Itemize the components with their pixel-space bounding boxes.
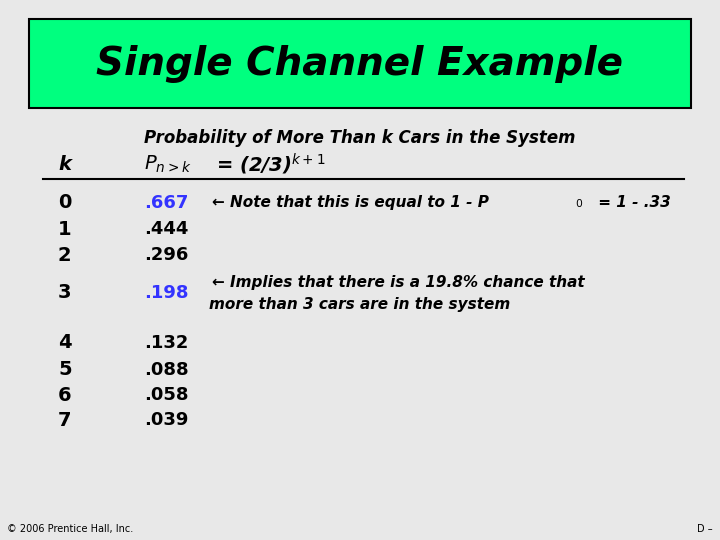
Text: 1: 1 <box>58 220 71 239</box>
Text: .198: .198 <box>144 284 189 302</box>
Text: .667: .667 <box>144 193 189 212</box>
Text: 5: 5 <box>58 360 71 380</box>
Text: 2: 2 <box>58 246 71 265</box>
Text: © 2006 Prentice Hall, Inc.: © 2006 Prentice Hall, Inc. <box>7 523 133 534</box>
Text: .058: .058 <box>144 386 189 404</box>
Text: .039: .039 <box>144 411 189 429</box>
Text: 6: 6 <box>58 386 71 405</box>
Text: .296: .296 <box>144 246 189 265</box>
Text: = (2/3)$^{k+1}$: = (2/3)$^{k+1}$ <box>216 152 325 177</box>
Text: ← Note that this is equal to 1 - P: ← Note that this is equal to 1 - P <box>212 195 490 210</box>
Text: 3: 3 <box>58 283 71 302</box>
Text: k: k <box>58 155 71 174</box>
Text: .088: .088 <box>144 361 189 379</box>
Text: Single Channel Example: Single Channel Example <box>96 45 624 83</box>
Text: 4: 4 <box>58 333 71 353</box>
Text: .132: .132 <box>144 334 189 352</box>
Text: more than 3 cars are in the system: more than 3 cars are in the system <box>210 297 510 312</box>
Text: Probability of More Than k Cars in the System: Probability of More Than k Cars in the S… <box>144 129 576 147</box>
Text: $\mathit{P}_{n>k}$: $\mathit{P}_{n>k}$ <box>144 154 192 176</box>
Text: ← Implies that there is a 19.8% chance that: ← Implies that there is a 19.8% chance t… <box>212 275 585 291</box>
Text: .444: .444 <box>144 220 189 239</box>
Text: $_0$: $_0$ <box>575 195 583 210</box>
FancyBboxPatch shape <box>29 19 691 108</box>
Text: 7: 7 <box>58 410 71 430</box>
Text: 0: 0 <box>58 193 71 212</box>
Text: D –: D – <box>697 523 713 534</box>
Text: = 1 - .33: = 1 - .33 <box>593 195 670 210</box>
